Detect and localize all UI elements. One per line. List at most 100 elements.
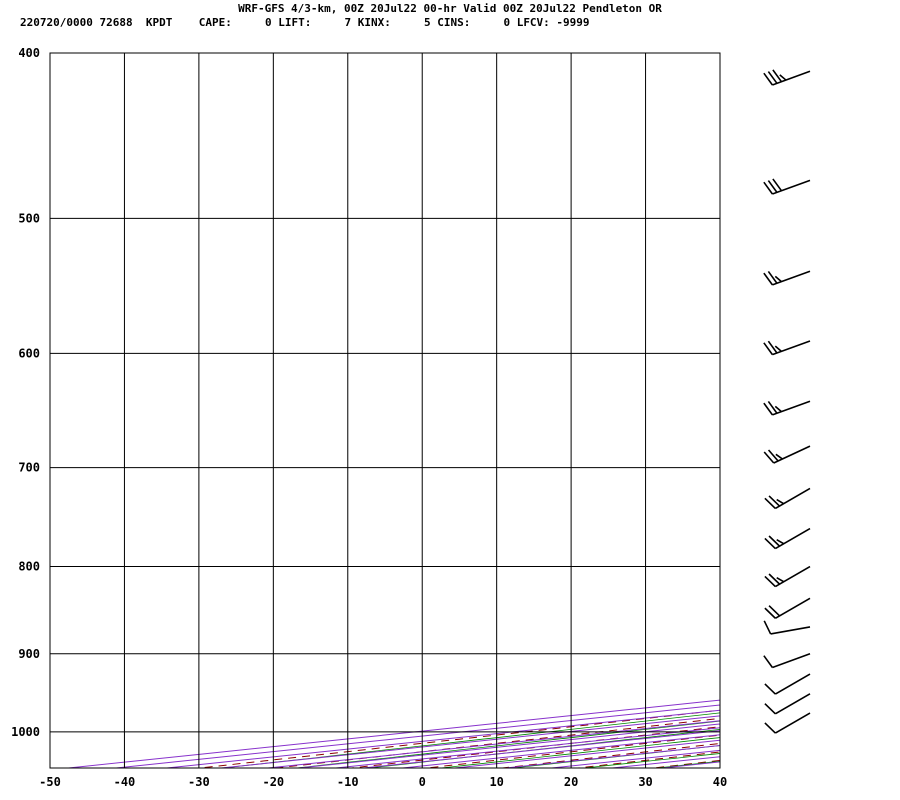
moist-adiabat xyxy=(365,729,720,768)
barb-feather xyxy=(768,573,781,585)
x-tick-label: 20 xyxy=(564,775,578,789)
barb-feather xyxy=(764,722,776,734)
dry-adiabat xyxy=(649,759,720,768)
wind-barb xyxy=(763,178,811,195)
tick-labels: -50 -40 -30 -20 -10 0 10 20 30 40 400 500 600 700 800 9… xyxy=(11,46,727,789)
barb-feather xyxy=(764,497,776,510)
barb-feather xyxy=(772,69,783,83)
x-tick-label: -50 xyxy=(39,775,61,789)
mixing-ratio-line xyxy=(331,727,720,768)
y-tick-label: 400 xyxy=(18,46,40,60)
barb-feather xyxy=(774,405,782,413)
barb-feather xyxy=(764,683,776,695)
wind-barb xyxy=(763,620,811,635)
x-tick-label: 30 xyxy=(638,775,652,789)
barb-feather xyxy=(767,71,778,84)
x-tick-label: 10 xyxy=(489,775,503,789)
y-tick-label: 700 xyxy=(18,461,40,475)
wind-barb xyxy=(764,565,811,588)
x-tick-label: -20 xyxy=(262,775,284,789)
barb-staff xyxy=(773,445,811,464)
dry-adiabat xyxy=(347,726,720,768)
x-tick-label: -40 xyxy=(114,775,136,789)
wind-barb xyxy=(764,712,811,734)
barb-feather xyxy=(768,535,781,547)
mixing-ratio-line xyxy=(450,739,720,768)
mixing-ratio-line xyxy=(263,720,720,768)
mixing-ratio-line xyxy=(111,704,720,768)
dry-adiabat xyxy=(498,742,720,768)
plot-border xyxy=(49,52,721,769)
wind-barb xyxy=(764,597,811,619)
dry-adiabat xyxy=(422,734,720,768)
mixing-ratio-line xyxy=(216,715,720,768)
chart-title: WRF-GFS 4/3-km, 00Z 20Jul22 00-hr Valid … xyxy=(238,2,662,15)
dry-adiabat xyxy=(271,717,720,768)
barb-staff xyxy=(774,693,811,715)
barb-staff xyxy=(772,179,811,195)
barb-feather xyxy=(779,74,787,81)
mixing-ratio-line xyxy=(358,730,720,768)
barb-feather xyxy=(768,495,781,507)
x-tick-label: -30 xyxy=(188,775,210,789)
moist-adiabat xyxy=(508,745,720,768)
wind-barbs xyxy=(763,69,811,734)
barb-staff xyxy=(772,270,811,286)
barb-feather xyxy=(768,605,781,617)
y-tick-label: 500 xyxy=(18,211,40,225)
barb-feather xyxy=(776,576,785,583)
barb-feather xyxy=(774,275,782,283)
barb-feather xyxy=(763,620,772,635)
barb-feather xyxy=(775,453,783,460)
barb-feather xyxy=(772,178,783,192)
barb-staff xyxy=(770,626,811,635)
plot-frame xyxy=(49,52,721,769)
moist-adiabat xyxy=(585,0,900,783)
barb-feather xyxy=(763,181,774,195)
wind-barb xyxy=(763,69,811,86)
wind-barb xyxy=(763,270,811,286)
barb-staff xyxy=(774,527,811,550)
wind-barb xyxy=(764,673,811,695)
background-lines xyxy=(63,0,900,783)
grid xyxy=(49,52,721,768)
barb-staff xyxy=(774,565,811,588)
wind-barb xyxy=(764,527,811,550)
dry-adiabat xyxy=(834,15,900,782)
barb-feather xyxy=(767,180,778,193)
mixing-ratio-line xyxy=(657,761,720,768)
barb-feather xyxy=(767,270,778,284)
mixing-ratio-line xyxy=(294,723,720,768)
x-tick-label: 0 xyxy=(419,775,426,789)
wind-barb xyxy=(764,487,811,510)
mixing-ratio-line xyxy=(547,749,720,768)
y-tick-label: 1000 xyxy=(11,725,40,739)
barb-feather xyxy=(767,340,778,354)
barb-feather xyxy=(776,538,785,545)
x-tick-label: -10 xyxy=(337,775,359,789)
chart-subtitle: 220720/0000 72688 KPDT CAPE: 0 LIFT: 7 K… xyxy=(20,16,590,29)
x-tick-label: 40 xyxy=(713,775,727,789)
barb-feather xyxy=(763,342,774,356)
moist-adiabat xyxy=(292,720,720,768)
barb-staff xyxy=(772,70,811,86)
barb-feather xyxy=(763,272,774,286)
dry-adiabat xyxy=(573,751,720,768)
barb-feather xyxy=(764,537,776,550)
y-tick-label: 900 xyxy=(18,647,40,661)
barb-feather xyxy=(767,400,778,414)
dry-adiabat xyxy=(606,15,900,782)
barb-feather xyxy=(764,607,776,619)
wind-barb xyxy=(763,445,811,464)
barb-feather xyxy=(767,449,779,462)
wind-barb xyxy=(763,340,811,356)
barb-staff xyxy=(774,712,811,734)
moist-adiabat xyxy=(437,737,720,768)
dry-adiabat xyxy=(758,15,900,782)
dry-adiabat xyxy=(682,15,900,782)
mixing-ratio-line xyxy=(501,745,720,768)
mixing-ratio-line xyxy=(162,709,720,768)
moist-adiabat xyxy=(580,753,720,768)
barb-feather xyxy=(763,402,774,416)
barb-staff xyxy=(774,487,811,510)
